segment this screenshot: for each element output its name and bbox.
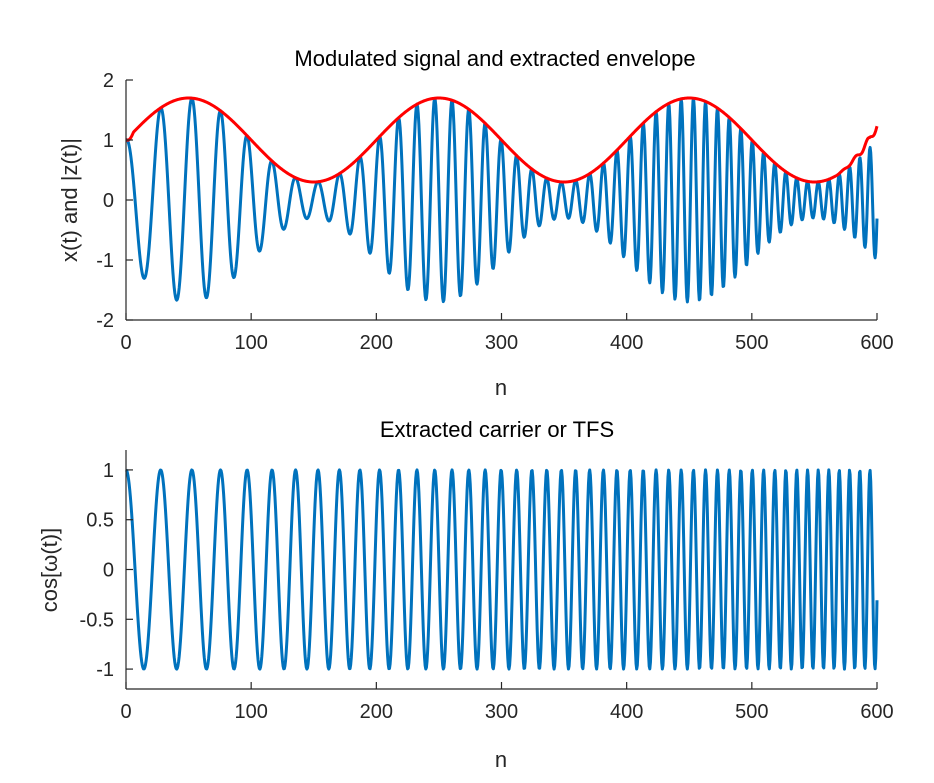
bottom-axes: Extracted carrier or TFS n cos[ω(t)] 0 10… (37, 417, 894, 772)
x-tick-label: 400 (610, 332, 643, 354)
x-tick-label: 300 (485, 701, 518, 723)
y-tick-label: -0.5 (80, 609, 114, 631)
x-tick-label: 100 (234, 701, 267, 723)
x-tick-label: 100 (234, 332, 267, 354)
x-tick-label: 200 (360, 332, 393, 354)
y-tick-label: -1 (96, 250, 114, 272)
y-tick-label: 2 (103, 70, 114, 92)
x-tick-label: 400 (610, 701, 643, 723)
top-xlabel: n (495, 375, 507, 400)
x-tick-label: 200 (360, 701, 393, 723)
x-tick-label: 500 (735, 332, 768, 354)
bottom-ylabel: cos[ω(t)] (37, 528, 62, 612)
y-tick-label: 1 (103, 130, 114, 152)
x-tick-label: 600 (860, 332, 893, 354)
y-tick-label: 1 (103, 460, 114, 482)
x-tick-label: 300 (485, 332, 518, 354)
y-tick-label: -2 (96, 310, 114, 332)
y-tick-label: 0.5 (86, 510, 114, 532)
y-tick-label: 0 (103, 560, 114, 582)
bottom-title: Extracted carrier or TFS (380, 417, 614, 442)
x-tick-label: 0 (120, 701, 131, 723)
series-carrier-line (124, 468, 879, 671)
y-tick-label: 0 (103, 190, 114, 212)
y-tick-label: -1 (96, 659, 114, 681)
top-title: Modulated signal and extracted envelope (294, 46, 695, 71)
x-tick-label: 0 (120, 332, 131, 354)
top-ylabel: x(t) and |z(t)| (57, 138, 82, 262)
x-tick-label: 600 (860, 701, 893, 723)
bottom-xlabel: n (495, 747, 507, 772)
series-envelope-line (125, 96, 879, 184)
top-axes: Modulated signal and extracted envelope … (57, 46, 894, 400)
x-tick-label: 500 (735, 701, 768, 723)
